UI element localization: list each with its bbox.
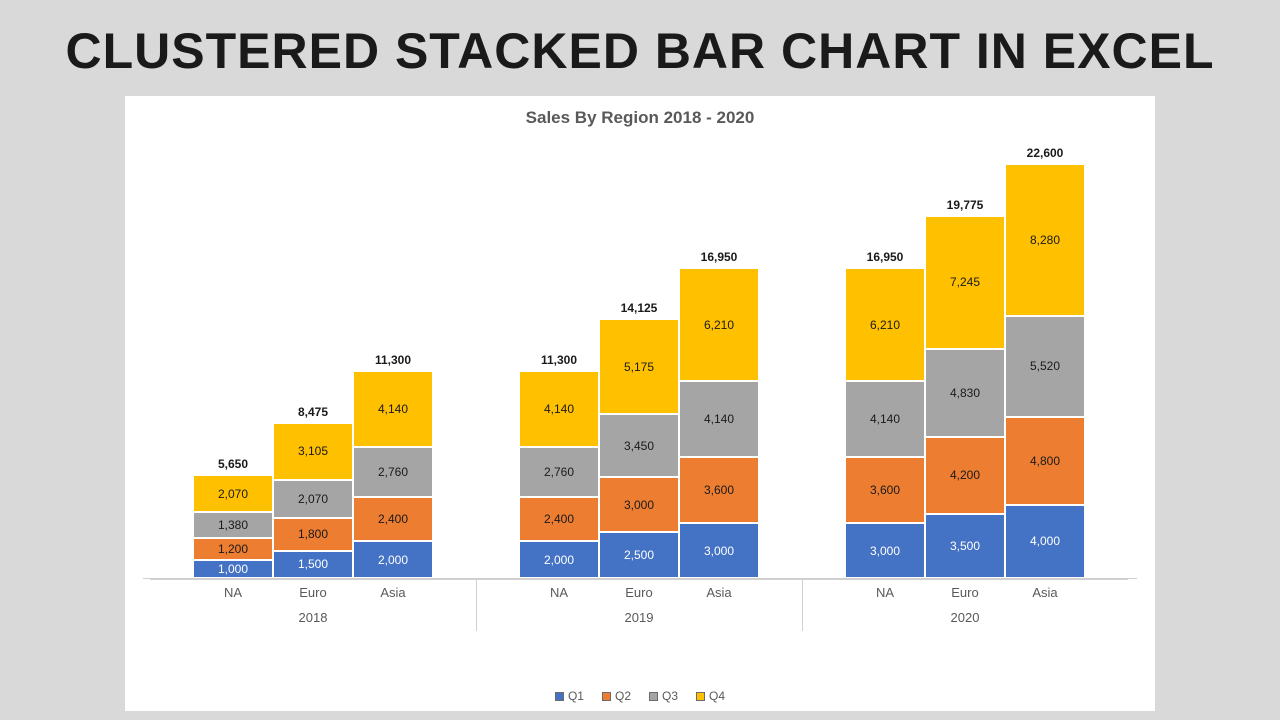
segment-q4: 6,210 [845, 268, 925, 382]
x-axis-region-label: Asia [353, 585, 433, 600]
bar-total-label: 14,125 [621, 301, 658, 315]
segment-q4: 6,210 [679, 268, 759, 382]
segment-q1: 3,000 [679, 523, 759, 578]
x-axis-separator [802, 579, 803, 631]
segment-q2: 4,200 [925, 437, 1005, 514]
legend-label: Q4 [709, 689, 725, 703]
segment-q4: 5,175 [599, 319, 679, 414]
x-axis-region-label: Euro [273, 585, 353, 600]
segment-q4: 4,140 [353, 371, 433, 447]
bar-2020-euro: 3,5004,2004,8307,24519,775 [925, 216, 1005, 578]
cluster-2018: 1,0001,2001,3802,0705,6501,5001,8002,070… [193, 371, 433, 578]
bar-total-label: 11,300 [541, 353, 577, 367]
legend-item-q4: Q4 [696, 689, 725, 703]
segment-q4: 8,280 [1005, 164, 1085, 316]
chart-x-axis: NAEuroAsia2018NAEuroAsia2019NAEuroAsia20… [143, 579, 1137, 631]
bar-total-label: 11,300 [375, 353, 411, 367]
chart-title: Sales By Region 2018 - 2020 [143, 108, 1137, 128]
segment-q2: 4,800 [1005, 417, 1085, 505]
legend-swatch [555, 692, 564, 701]
bar-total-label: 16,950 [701, 250, 738, 264]
bar-total-label: 22,600 [1027, 146, 1064, 160]
x-axis-region-label: Asia [679, 585, 759, 600]
legend-label: Q3 [662, 689, 678, 703]
x-axis-region-label: Euro [925, 585, 1005, 600]
segment-q3: 4,830 [925, 349, 1005, 437]
legend-item-q1: Q1 [555, 689, 584, 703]
bar-2019-euro: 2,5003,0003,4505,17514,125 [599, 319, 679, 578]
bar-2019-asia: 3,0003,6004,1406,21016,950 [679, 268, 759, 578]
segment-q2: 2,400 [353, 497, 433, 541]
bar-total-label: 5,650 [218, 457, 248, 471]
segment-q4: 7,245 [925, 216, 1005, 349]
legend-item-q3: Q3 [649, 689, 678, 703]
segment-q3: 2,760 [353, 447, 433, 498]
x-axis-year-label: 2019 [476, 600, 802, 625]
segment-q2: 2,400 [519, 497, 599, 541]
segment-q2: 3,600 [845, 457, 925, 523]
segment-q1: 1,500 [273, 551, 353, 578]
segment-q2: 3,600 [679, 457, 759, 523]
x-axis-group-2018: NAEuroAsia2018 [150, 579, 476, 625]
x-axis-separator [476, 579, 477, 631]
chart-legend: Q1 Q2 Q3 Q4 [143, 631, 1137, 703]
x-axis-region-label: NA [519, 585, 599, 600]
segment-q1: 4,000 [1005, 505, 1085, 578]
segment-q3: 3,450 [599, 414, 679, 477]
segment-q3: 5,520 [1005, 316, 1085, 417]
segment-q3: 4,140 [845, 381, 925, 457]
segment-q4: 4,140 [519, 371, 599, 447]
bar-2018-euro: 1,5001,8002,0703,1058,475 [273, 423, 353, 578]
legend-swatch [602, 692, 611, 701]
segment-q1: 3,000 [845, 523, 925, 578]
legend-label: Q1 [568, 689, 584, 703]
segment-q3: 1,380 [193, 512, 273, 537]
segment-q1: 2,000 [519, 541, 599, 578]
segment-q1: 1,000 [193, 560, 273, 578]
x-axis-group-2020: NAEuroAsia2020 [802, 579, 1128, 625]
bar-2018-asia: 2,0002,4002,7604,14011,300 [353, 371, 433, 578]
chart-card: Sales By Region 2018 - 2020 1,0001,2001,… [125, 96, 1155, 711]
x-axis-year-label: 2020 [802, 600, 1128, 625]
page-title: CLUSTERED STACKED BAR CHART IN EXCEL [0, 0, 1280, 96]
legend-swatch [649, 692, 658, 701]
legend-swatch [696, 692, 705, 701]
segment-q3: 4,140 [679, 381, 759, 457]
segment-q2: 1,800 [273, 518, 353, 551]
x-axis-region-label: NA [845, 585, 925, 600]
bar-2018-na: 1,0001,2001,3802,0705,650 [193, 475, 273, 578]
segment-q3: 2,070 [273, 480, 353, 518]
legend-item-q2: Q2 [602, 689, 631, 703]
segment-q4: 2,070 [193, 475, 273, 513]
cluster-2020: 3,0003,6004,1406,21016,9503,5004,2004,83… [845, 164, 1085, 578]
legend-label: Q2 [615, 689, 631, 703]
bar-total-label: 8,475 [298, 405, 328, 419]
bar-2020-na: 3,0003,6004,1406,21016,950 [845, 268, 925, 578]
cluster-2019: 2,0002,4002,7604,14011,3002,5003,0003,45… [519, 268, 759, 578]
x-axis-region-label: Asia [1005, 585, 1085, 600]
segment-q4: 3,105 [273, 423, 353, 480]
bar-2019-na: 2,0002,4002,7604,14011,300 [519, 371, 599, 578]
segment-q3: 2,760 [519, 447, 599, 498]
bar-total-label: 16,950 [867, 250, 904, 264]
segment-q1: 2,000 [353, 541, 433, 578]
segment-q1: 3,500 [925, 514, 1005, 578]
bar-total-label: 19,775 [947, 198, 984, 212]
x-axis-region-label: Euro [599, 585, 679, 600]
chart-plot-area: 1,0001,2001,3802,0705,6501,5001,8002,070… [143, 134, 1137, 579]
segment-q2: 1,200 [193, 538, 273, 560]
x-axis-year-label: 2018 [150, 600, 476, 625]
x-axis-group-2019: NAEuroAsia2019 [476, 579, 802, 625]
segment-q1: 2,500 [599, 532, 679, 578]
x-axis-region-label: NA [193, 585, 273, 600]
bar-2020-asia: 4,0004,8005,5208,28022,600 [1005, 164, 1085, 578]
segment-q2: 3,000 [599, 477, 679, 532]
